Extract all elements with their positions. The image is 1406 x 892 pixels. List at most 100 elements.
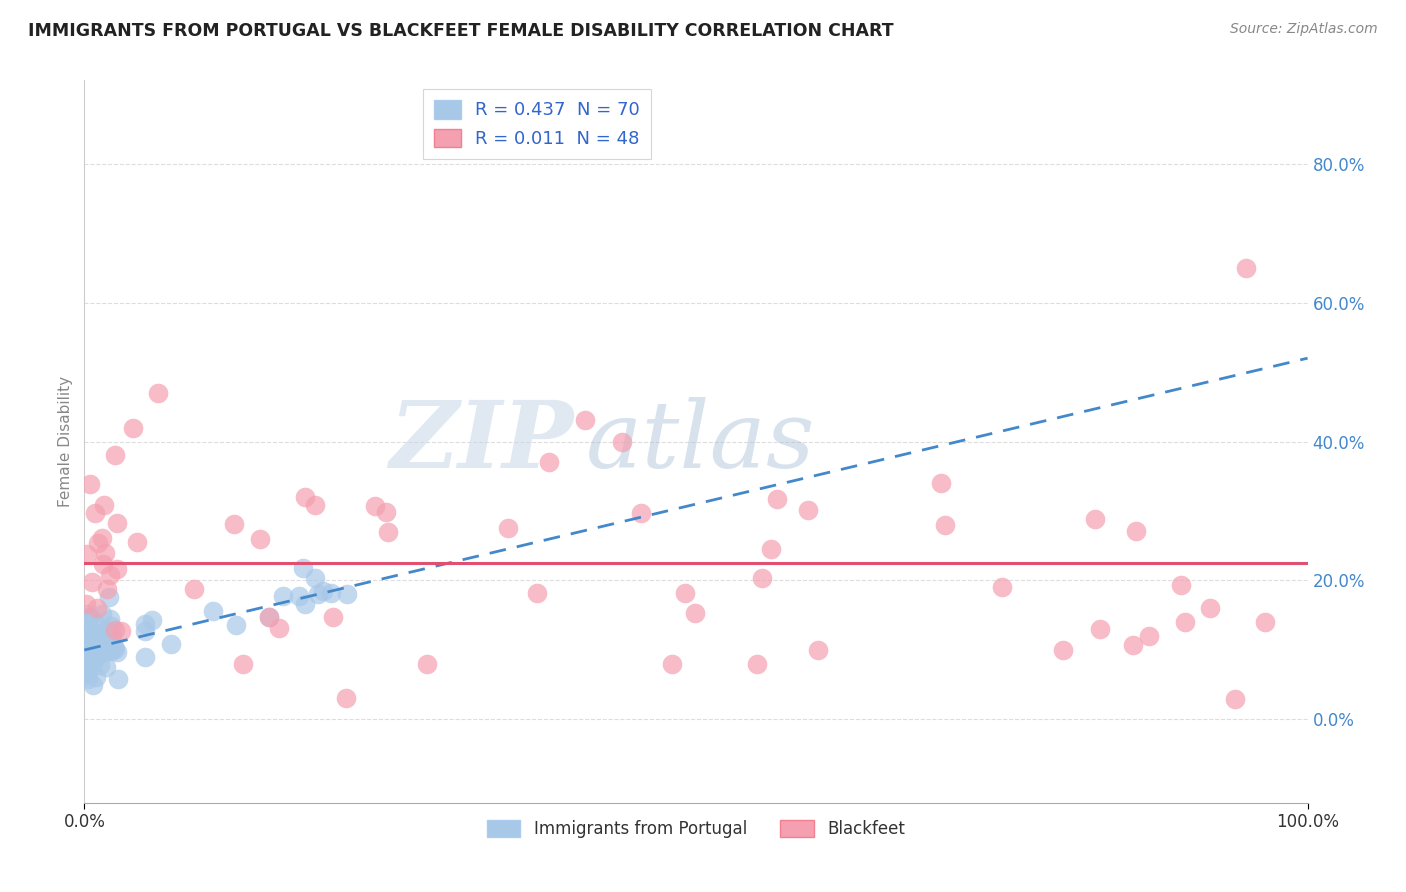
Point — [77, 611, 100, 625]
Point — [94, 623, 117, 637]
Point — [416, 657, 439, 671]
Point — [183, 582, 205, 597]
Point — [160, 637, 183, 651]
Point — [104, 624, 127, 638]
Point — [82, 647, 104, 661]
Point — [79, 646, 101, 660]
Point — [80, 633, 103, 648]
Point — [105, 645, 128, 659]
Point — [1198, 601, 1220, 615]
Point — [364, 500, 387, 514]
Point — [75, 636, 97, 650]
Point — [294, 490, 316, 504]
Point — [574, 413, 596, 427]
Point — [630, 506, 652, 520]
Point — [76, 672, 98, 686]
Point — [80, 649, 103, 664]
Point — [125, 534, 148, 549]
Point — [141, 613, 163, 627]
Text: ZIP: ZIP — [389, 397, 574, 486]
Point — [89, 647, 111, 661]
Point — [1170, 578, 1192, 592]
Point — [105, 516, 128, 531]
Point — [377, 524, 399, 539]
Point — [267, 621, 290, 635]
Legend: Immigrants from Portugal, Blackfeet: Immigrants from Portugal, Blackfeet — [481, 814, 911, 845]
Point — [84, 670, 107, 684]
Point — [75, 632, 97, 647]
Point — [335, 691, 357, 706]
Point — [307, 587, 329, 601]
Point — [304, 571, 326, 585]
Text: IMMIGRANTS FROM PORTUGAL VS BLACKFEET FEMALE DISABILITY CORRELATION CHART: IMMIGRANTS FROM PORTUGAL VS BLACKFEET FE… — [28, 22, 894, 40]
Point — [97, 635, 120, 649]
Point — [76, 547, 98, 561]
Point — [76, 644, 98, 658]
Point — [80, 636, 103, 650]
Point — [751, 570, 773, 584]
Point — [1088, 622, 1111, 636]
Point — [134, 649, 156, 664]
Text: atlas: atlas — [586, 397, 815, 486]
Point — [797, 503, 820, 517]
Point — [375, 506, 398, 520]
Point — [83, 643, 105, 657]
Point — [991, 580, 1014, 594]
Point — [202, 604, 225, 618]
Point — [538, 455, 561, 469]
Point — [1125, 524, 1147, 538]
Point — [683, 606, 706, 620]
Point — [84, 641, 107, 656]
Point — [82, 653, 104, 667]
Point — [91, 558, 114, 572]
Point — [807, 643, 830, 657]
Point — [97, 641, 120, 656]
Point — [89, 658, 111, 673]
Point — [104, 449, 127, 463]
Point — [100, 644, 122, 658]
Point — [100, 618, 122, 632]
Point — [1052, 643, 1074, 657]
Point — [75, 646, 97, 660]
Point — [75, 667, 97, 681]
Point — [134, 624, 156, 638]
Y-axis label: Female Disability: Female Disability — [58, 376, 73, 508]
Point — [98, 567, 121, 582]
Point — [84, 507, 107, 521]
Point — [79, 648, 101, 662]
Point — [76, 612, 98, 626]
Point — [311, 583, 333, 598]
Point — [94, 624, 117, 638]
Point — [934, 518, 956, 533]
Point — [304, 499, 326, 513]
Point — [336, 587, 359, 601]
Point — [747, 657, 769, 671]
Point — [322, 610, 344, 624]
Point — [82, 655, 104, 669]
Point — [96, 582, 118, 596]
Point — [146, 385, 169, 400]
Point — [96, 643, 118, 657]
Point — [759, 541, 782, 556]
Point — [294, 597, 316, 611]
Point — [1236, 260, 1258, 275]
Point — [1137, 629, 1160, 643]
Point — [77, 628, 100, 642]
Point — [673, 586, 696, 600]
Point — [105, 562, 128, 576]
Point — [929, 476, 952, 491]
Point — [93, 498, 115, 512]
Point — [90, 531, 112, 545]
Point — [77, 660, 100, 674]
Point — [232, 657, 254, 671]
Point — [79, 648, 101, 663]
Point — [288, 589, 311, 603]
Point — [766, 491, 789, 506]
Point — [257, 609, 280, 624]
Point — [1084, 511, 1107, 525]
Point — [134, 617, 156, 632]
Point — [1254, 615, 1277, 630]
Point — [84, 632, 107, 646]
Point — [86, 601, 108, 615]
Point — [75, 645, 97, 659]
